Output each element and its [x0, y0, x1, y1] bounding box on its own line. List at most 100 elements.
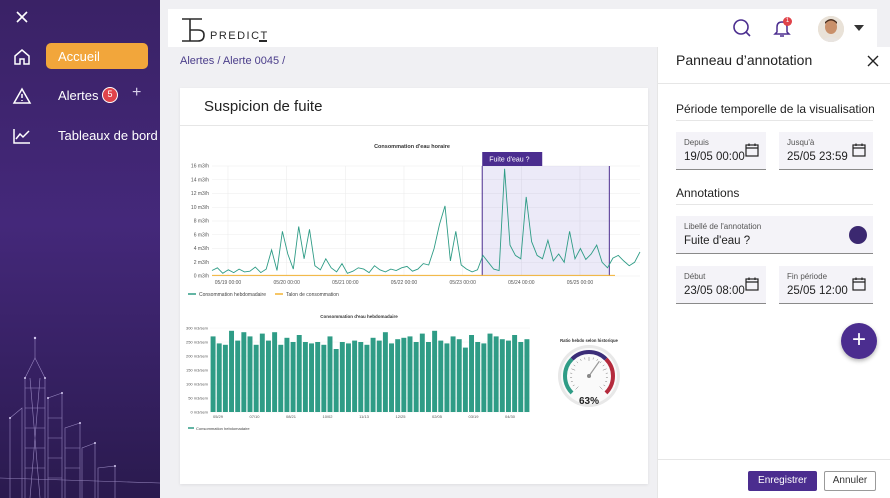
brand-name: PREDICT	[210, 30, 269, 42]
legend-label: Consommation hebdomadaire	[196, 426, 250, 431]
bar	[309, 343, 315, 412]
divider	[676, 204, 873, 205]
bar	[229, 330, 235, 412]
gauge-tick	[573, 364, 576, 367]
x-tick-label: 03/19	[468, 414, 479, 419]
legend: Consommation hebdomadaire Talon de conso…	[188, 292, 339, 298]
save-button[interactable]: Enregistrer	[748, 471, 817, 491]
field-label: Fin période	[787, 272, 828, 281]
breadcrumb-alerte-0045[interactable]: Alerte 0045	[222, 55, 280, 67]
debut-field[interactable]: Début 23/05 08:00	[676, 266, 766, 304]
x-tick-label: 05/23 00:00	[449, 280, 476, 286]
gauge-tick	[603, 384, 606, 387]
calendar-icon[interactable]	[744, 276, 760, 292]
gauge-tick	[571, 368, 576, 371]
bar	[395, 339, 401, 412]
hourly-consumption-chart: Consommation d'eau horaire 0 m3/h 2 m3/h 4…	[188, 144, 641, 298]
x-tick-label: 05/21 00:00	[332, 280, 359, 286]
bar	[259, 333, 265, 412]
jusqua-field[interactable]: Jusqu'à 25/05 23:59	[779, 132, 873, 170]
divider	[658, 83, 890, 84]
bar	[352, 340, 358, 412]
breadcrumb-separator: /	[217, 55, 221, 67]
bar	[265, 340, 271, 412]
sidebar-item-tableaux-de-bord[interactable]: Tableaux de bord	[0, 122, 160, 150]
add-annotation-button[interactable]: +	[841, 323, 877, 359]
divider	[658, 459, 890, 460]
y-tick-label: 150 m3/sem	[186, 367, 209, 372]
field-value: 19/05 00:00	[684, 151, 745, 163]
bell-icon[interactable]	[772, 18, 792, 38]
bar	[432, 330, 438, 412]
annotation-flag[interactable]	[482, 152, 543, 166]
annotation-panel: Panneau d’annotation Période temporelle …	[657, 47, 890, 498]
bar	[444, 343, 450, 412]
bar	[235, 340, 241, 412]
annotations-section-title: Annotations	[676, 186, 740, 200]
calendar-icon[interactable]	[851, 276, 867, 292]
fin-periode-field[interactable]: Fin période 25/05 12:00	[779, 266, 873, 304]
bar	[438, 340, 444, 412]
panel-title: Panneau d’annotation	[676, 52, 813, 68]
bar	[315, 342, 321, 412]
breadcrumb: Alertes / Alerte 0045 /	[180, 55, 285, 67]
bar	[278, 344, 284, 412]
breadcrumb-alertes[interactable]: Alertes	[180, 55, 215, 67]
sidebar-item-alertes[interactable]: Alertes 5 +	[0, 82, 160, 110]
y-tick-label: 300 m3/sem	[186, 325, 209, 330]
calendar-icon[interactable]	[851, 142, 867, 158]
bar	[302, 342, 308, 412]
field-label: Depuis	[684, 138, 709, 147]
calendar-icon[interactable]	[744, 142, 760, 158]
field-label: Libellé de l'annotation	[684, 222, 762, 231]
depuis-field[interactable]: Depuis 19/05 00:00	[676, 132, 766, 170]
sidebar-item-label: Alertes	[58, 88, 99, 103]
search-icon[interactable]	[732, 18, 752, 38]
libelle-field[interactable]: Libellé de l'annotation Fuite d'eau ?	[676, 216, 873, 254]
gauge-arc	[563, 357, 574, 395]
breadcrumb-separator: /	[282, 55, 286, 67]
chevron-down-icon[interactable]	[854, 25, 864, 31]
legend-label: Talon de consommation	[286, 292, 339, 298]
legend: Consommation hebdomadaire	[188, 426, 250, 431]
ratio-gauge: Ratio hebdo selon historique 63%	[558, 338, 620, 407]
bar	[253, 344, 259, 412]
x-tick-label: 02/05	[432, 414, 443, 419]
city-illustration	[0, 336, 160, 498]
x-tick-label: 05/22 00:00	[391, 280, 418, 286]
sidebar-item-accueil[interactable]: Accueil	[0, 43, 160, 71]
bar	[401, 337, 407, 412]
y-tick-label: 16 m3/h	[191, 164, 209, 170]
active-pill	[46, 43, 148, 69]
user-avatar-icon	[818, 16, 844, 42]
gauge-arc	[604, 357, 615, 395]
divider	[676, 120, 873, 121]
x-tick-label: 11/13	[359, 414, 369, 419]
chart-title: Consommation d'eau horaire	[374, 144, 450, 150]
bar	[518, 342, 524, 412]
line-chart-icon	[13, 129, 30, 144]
notification-badge: 1	[783, 17, 792, 26]
bar	[370, 337, 376, 412]
annotation-color-picker[interactable]	[849, 226, 867, 244]
cancel-button[interactable]: Annuler	[824, 471, 876, 491]
close-icon[interactable]	[866, 54, 880, 68]
bar	[505, 340, 511, 412]
gauge-tick	[599, 386, 603, 390]
sidebar-item-label: Accueil	[58, 49, 100, 64]
weekly-consumption-chart: Consommation d'eau hebdomadaire 0 m3/sem…	[186, 314, 530, 431]
chart-title: Ratio hebdo selon historique	[560, 338, 618, 343]
bar	[524, 339, 530, 412]
bar	[512, 335, 518, 412]
bar	[475, 342, 481, 412]
bar	[210, 336, 216, 412]
avatar[interactable]	[818, 16, 844, 42]
y-tick-label: 50 m3/sem	[188, 395, 208, 400]
chart-title: Consommation d'eau hebdomadaire	[320, 314, 398, 319]
annotation-band[interactable]	[482, 166, 610, 276]
field-value: 25/05 23:59	[787, 151, 848, 163]
close-icon[interactable]	[14, 9, 30, 25]
gauge-tick	[570, 381, 573, 383]
add-alert-icon[interactable]: +	[132, 84, 142, 101]
bar	[358, 342, 364, 412]
